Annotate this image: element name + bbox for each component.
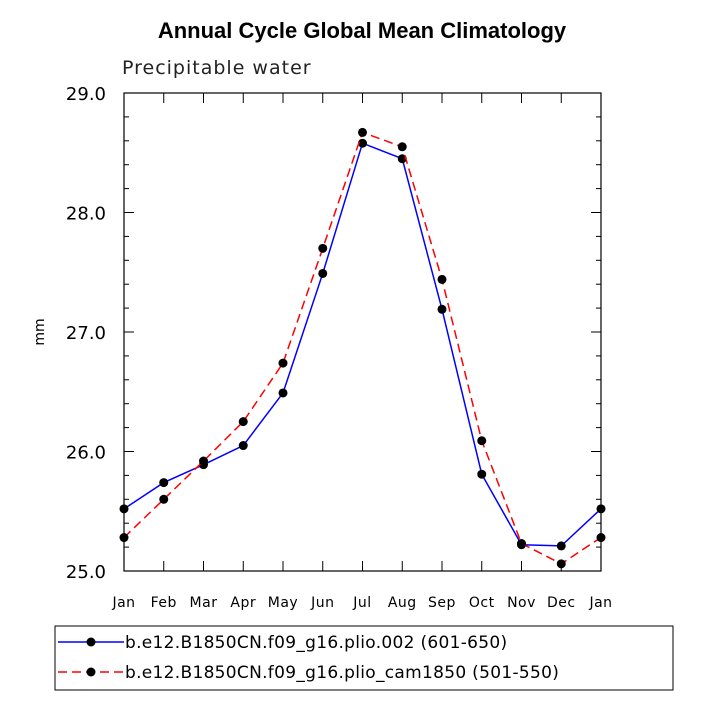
data-point [556,541,566,551]
data-point [278,358,288,368]
plot-area-frame [123,92,602,572]
data-point [318,243,328,253]
y-axis-label: mm [32,318,48,345]
legend-box [54,625,674,691]
data-point [119,504,129,514]
x-tick-label: Dec [547,595,576,611]
x-tick-label: Feb [151,595,177,611]
data-point [318,268,328,278]
x-tick-label: May [268,595,298,611]
data-point [199,456,208,466]
legend: b.e12.B1850CN.f09_g16.plio.002 (601-650)… [58,633,559,683]
data-point [477,436,487,446]
x-tick-label: Oct [469,595,495,611]
data-point [596,533,606,543]
x-tick-label: Jun [310,595,334,611]
legend-label-2: b.e12.B1850CN.f09_g16.plio_cam1850 (501-… [125,663,559,683]
data-point [437,274,447,284]
y-ticks: 25.0 26.0 27.0 28.0 29.0 [66,84,601,583]
series-line-2 [123,131,602,565]
y-tick-label: 29.0 [66,84,106,105]
x-tick-label: Mar [190,595,218,611]
data-point [119,533,129,543]
series-layer [119,127,606,569]
legend-label-1: b.e12.B1850CN.f09_g16.plio.002 (601-650) [125,633,507,653]
y-tick-label: 25.0 [66,562,106,583]
data-point [278,388,288,398]
legend-marker [86,667,96,677]
chart-subtitle: Precipitable water [122,57,312,79]
data-point [437,304,447,314]
data-point [238,441,248,451]
data-point [596,504,606,514]
x-tick-label: Jan [111,595,135,611]
x-tick-label: Jan [588,595,612,611]
legend-marker [86,637,96,647]
x-tick-label: Nov [507,595,536,611]
data-point [159,478,169,488]
chart-title: Annual Cycle Global Mean Climatology [158,18,567,43]
data-point [358,127,367,137]
data-point [159,494,169,504]
x-tick-label: Aug [388,595,417,611]
x-ticks: Jan Feb Mar Apr May Jun Jul Aug Sep Oct Nov Dec Jan [111,93,612,611]
x-tick-label: Sep [428,595,456,611]
data-point [477,469,487,479]
data-point [358,138,367,148]
x-tick-label: Jul [352,595,371,611]
x-tick-label: Apr [230,595,256,611]
y-tick-label: 26.0 [66,443,106,464]
y-tick-label: 27.0 [66,323,106,344]
data-point [517,539,526,549]
y-tick-label: 28.0 [66,204,106,225]
data-point [397,142,407,152]
series-line-1 [123,142,602,547]
data-point [238,417,248,427]
data-point [556,559,566,569]
